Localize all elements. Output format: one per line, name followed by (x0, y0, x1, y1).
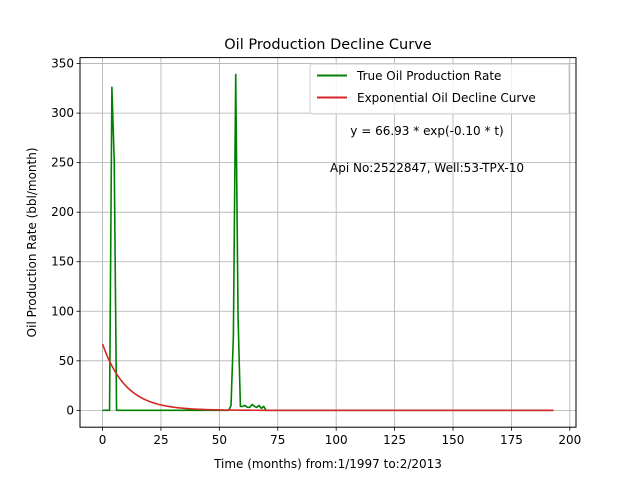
x-tick-label: 150 (442, 433, 465, 447)
x-tick-label: 50 (212, 433, 227, 447)
y-tick-label: 350 (51, 57, 74, 71)
y-tick-label: 0 (66, 403, 74, 417)
legend-label-true-rate: True Oil Production Rate (356, 69, 501, 83)
equation-annotation: y = 66.93 * exp(-0.10 * t) (350, 124, 503, 138)
legend: True Oil Production Rate Exponential Oil… (309, 63, 570, 115)
y-tick-label: 150 (51, 255, 74, 269)
y-tick-label: 300 (51, 106, 74, 120)
y-tick-label: 100 (51, 304, 74, 318)
legend-box (309, 63, 570, 115)
series-exponential-oil-decline-curve (101, 343, 554, 412)
x-tick-label: 25 (153, 433, 168, 447)
chart-title: Oil Production Decline Curve (224, 37, 432, 53)
well-annotation: Api No:2522847, Well:53-TPX-10 (330, 161, 524, 175)
x-tick-label: 100 (325, 433, 348, 447)
legend-label-exponential: Exponential Oil Decline Curve (357, 91, 536, 105)
x-axis-ticks: 0 25 50 75 100 125 150 175 200 (99, 427, 581, 447)
y-tick-label: 50 (59, 354, 74, 368)
x-tick-label: 125 (383, 433, 406, 447)
x-tick-label: 175 (500, 433, 523, 447)
y-tick-label: 250 (51, 156, 74, 170)
x-tick-label: 200 (558, 433, 581, 447)
y-axis-ticks: 0 50 100 150 200 250 300 350 (51, 57, 80, 417)
y-tick-label: 200 (51, 205, 74, 219)
x-tick-label: 75 (270, 433, 285, 447)
series-layer (101, 73, 554, 412)
x-tick-label: 0 (99, 433, 107, 447)
x-axis-label: Time (months) from:1/1997 to:2/2013 (213, 457, 442, 471)
axes-frame (79, 57, 577, 428)
y-axis-label: Oil Production Rate (bbl/month) (25, 147, 39, 337)
